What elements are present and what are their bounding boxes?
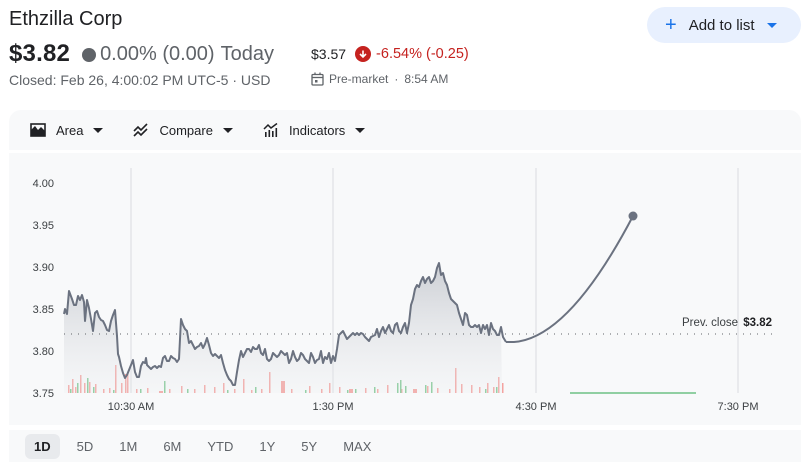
range-max[interactable]: MAX xyxy=(343,438,372,454)
y-axis-labels: 4.00 3.95 3.90 3.85 3.80 3.75 xyxy=(33,178,54,400)
premarket-price: $3.57 xyxy=(311,46,347,62)
stock-title: Ethzilla Corp xyxy=(9,8,123,30)
chevron-down-icon xyxy=(222,127,233,133)
price-row: $3.82 0.00% (0.00) Today xyxy=(9,40,274,68)
range-1y[interactable]: 1Y xyxy=(259,438,276,454)
chart-svg: 4.00 3.95 3.90 3.85 3.80 3.75 10:30 AM 1… xyxy=(33,168,774,413)
svg-text:3.75: 3.75 xyxy=(33,388,54,400)
svg-text:3.90: 3.90 xyxy=(33,262,54,274)
compare-icon xyxy=(133,123,149,137)
range-selector: 1D 5D 1M 6M YTD 1Y 5Y MAX xyxy=(9,430,801,462)
add-to-list-button[interactable]: + Add to list xyxy=(647,7,801,43)
price-chart[interactable]: 4.00 3.95 3.90 3.85 3.80 3.75 10:30 AM 1… xyxy=(9,153,801,425)
premarket-meta: Pre-market · 8:54 AM xyxy=(311,72,448,86)
range-1d[interactable]: 1D xyxy=(25,433,60,459)
price-change: 0.00% (0.00) Today xyxy=(82,43,274,66)
indicators-label: Indicators xyxy=(288,122,346,138)
svg-text:4.00: 4.00 xyxy=(33,178,54,190)
svg-text:1:30 PM: 1:30 PM xyxy=(313,401,354,413)
range-ytd[interactable]: YTD xyxy=(207,438,234,454)
compare-dropdown[interactable]: Compare xyxy=(133,122,233,138)
svg-text:3.80: 3.80 xyxy=(33,346,54,358)
chart-type-dropdown[interactable]: Area xyxy=(30,122,104,138)
svg-text:3.95: 3.95 xyxy=(33,220,54,232)
after-hours-line xyxy=(506,215,634,343)
premarket-row: $3.57 -6.54% (-0.25) xyxy=(311,46,469,62)
range-6m[interactable]: 6M xyxy=(163,438,182,454)
chevron-down-icon xyxy=(355,127,366,133)
prev-close-label: Prev. close xyxy=(682,317,738,329)
range-1m[interactable]: 1M xyxy=(119,438,138,454)
indicators-dropdown[interactable]: Indicators xyxy=(263,122,366,138)
chevron-down-icon xyxy=(93,127,104,133)
add-to-list-label: Add to list xyxy=(688,16,755,34)
chart-toolbar: Area Compare Indicators xyxy=(9,110,801,150)
change-period: Today xyxy=(220,42,274,65)
separator: · xyxy=(394,72,399,86)
area-chart-icon xyxy=(30,123,46,137)
prev-close-value: $3.82 xyxy=(743,317,772,329)
svg-text:7:30 PM: 7:30 PM xyxy=(718,401,759,413)
current-point-marker xyxy=(628,211,638,221)
indicators-icon xyxy=(263,123,278,137)
range-5y[interactable]: 5Y xyxy=(301,438,318,454)
arrow-down-icon xyxy=(355,46,372,62)
range-5d[interactable]: 5D xyxy=(76,438,94,454)
compare-label: Compare xyxy=(159,122,213,138)
current-price: $3.82 xyxy=(9,40,71,67)
x-axis-labels: 10:30 AM 1:30 PM 4:30 PM 7:30 PM xyxy=(108,401,759,413)
change-value: 0.00% (0.00) xyxy=(100,42,215,65)
svg-text:3.85: 3.85 xyxy=(33,304,54,316)
svg-text:4:30 PM: 4:30 PM xyxy=(516,401,557,413)
neutral-dot-icon xyxy=(82,48,97,62)
premarket-label: Pre-market xyxy=(329,72,389,86)
calendar-icon xyxy=(311,72,324,86)
svg-text:10:30 AM: 10:30 AM xyxy=(108,401,154,413)
area-label: Area xyxy=(56,122,84,138)
plus-icon: + xyxy=(665,14,677,36)
chevron-down-icon xyxy=(766,22,777,28)
price-line xyxy=(63,262,507,386)
premarket-time: 8:54 AM xyxy=(404,72,449,86)
market-status: Closed: Feb 26, 4:00:02 PM UTC-5 · USD xyxy=(9,72,271,88)
premarket-change: -6.54% (-0.25) xyxy=(376,46,469,62)
price-area-fill xyxy=(64,263,502,393)
